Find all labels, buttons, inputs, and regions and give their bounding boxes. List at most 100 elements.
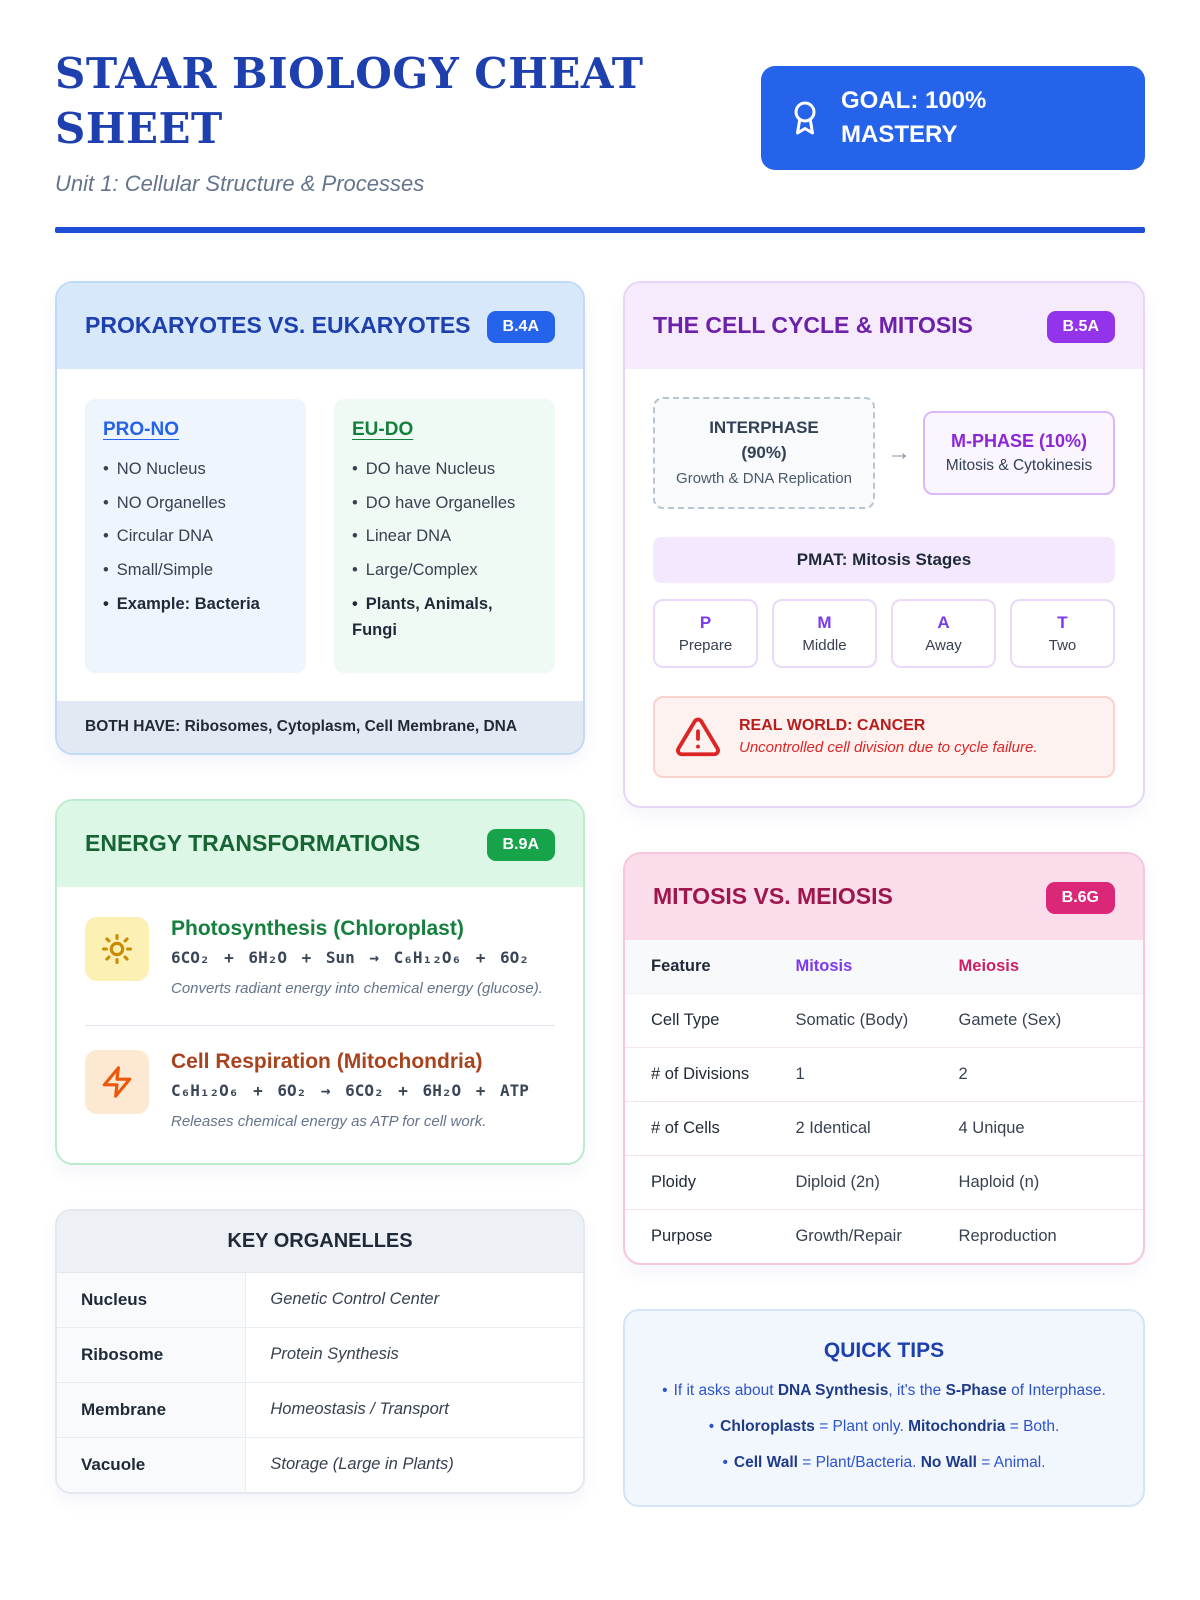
- list-item-text: NO Organelles: [116, 493, 226, 512]
- tip-text-bold: Mitochondria: [908, 1417, 1006, 1435]
- bullet: •: [103, 493, 109, 512]
- bullet: •: [722, 1453, 728, 1471]
- lightning-bolt-icon: [85, 1049, 149, 1114]
- list-item: • NO Organelles: [103, 490, 288, 517]
- stage-box: M Middle: [772, 598, 877, 668]
- warning-text: Uncontrolled cell division due to cycle …: [739, 739, 1038, 757]
- stage-word: Away: [925, 636, 962, 654]
- cell-cycle-body: INTERPHASE (90%) Growth & DNA Replicatio…: [625, 369, 1143, 806]
- bullet: •: [352, 594, 358, 613]
- list-item-text: Small/Simple: [116, 561, 214, 580]
- tip-text-bold: S-Phase: [945, 1381, 1007, 1399]
- organelle-name: Ribosome: [57, 1328, 247, 1383]
- interphase-box: INTERPHASE (90%) Growth & DNA Replicatio…: [653, 396, 875, 509]
- table-row: Vacuole Storage (Large in Plants): [57, 1438, 583, 1493]
- cell: Gamete (Sex): [958, 1010, 1062, 1029]
- table-row: Ribosome Protein Synthesis: [57, 1328, 583, 1384]
- cell: Haploid (n): [958, 1172, 1040, 1191]
- respiration-title: Cell Respiration (Mitochondria): [171, 1049, 483, 1073]
- table-row: Ploidy Diploid (2n) Haploid (n): [625, 1156, 1143, 1210]
- list-item: • Linear DNA: [352, 523, 537, 550]
- standard-badge: B.6G: [1045, 881, 1115, 914]
- list-item-text: Plants, Animals, Fungi: [352, 594, 493, 640]
- bullet: •: [662, 1381, 668, 1399]
- page-subtitle: Unit 1: Cellular Structure & Processes: [55, 170, 425, 196]
- list-item-text: DO have Organelles: [365, 493, 516, 512]
- header-divider: [55, 226, 1145, 233]
- card-title: THE CELL CYCLE & MITOSIS: [653, 311, 973, 338]
- section-divider: [85, 1024, 555, 1026]
- bullet: •: [708, 1417, 715, 1435]
- list-item-text: Example: Bacteria: [116, 594, 260, 613]
- tip-text: of Interphase.: [1006, 1381, 1106, 1399]
- comparison-columns: PRO-NO • NO Nucleus • NO Organelles • Circu…: [57, 369, 583, 701]
- bullet: •: [103, 527, 109, 546]
- organelle-function: Genetic Control Center: [270, 1290, 440, 1309]
- cell: 2 Identical: [795, 1118, 871, 1137]
- bullet: •: [103, 594, 109, 613]
- column-header: Mitosis: [795, 956, 853, 975]
- cell: 2: [958, 1064, 968, 1083]
- column-header: Meiosis: [958, 956, 1020, 975]
- list-item: • Example: Bacteria: [103, 591, 288, 618]
- organelle-name: Membrane: [57, 1383, 247, 1438]
- header-titles: STAAR BIOLOGY CHEAT SHEET Unit 1: Cellul…: [55, 46, 715, 197]
- bullet: •: [352, 459, 358, 478]
- cancer-warning-box: REAL WORLD: CANCER Uncontrolled cell div…: [653, 695, 1115, 778]
- pro-no-box: PRO-NO • NO Nucleus • NO Organelles • Circu…: [85, 398, 306, 674]
- tip-item: • Chloroplasts = Plant only. Mitochondria…: [655, 1415, 1113, 1439]
- photosynthesis-equation: 6CO₂ + 6H₂O + Sun → C₆H₁₂O₆ + 6O₂: [171, 948, 529, 968]
- cell: Purpose: [651, 1226, 713, 1245]
- photosynthesis-desc: Converts radiant energy into chemical en…: [171, 980, 543, 998]
- cell: Somatic (Body): [795, 1010, 909, 1029]
- photosynthesis-title: Photosynthesis (Chloroplast): [171, 917, 464, 941]
- goal-mastery-badge: GOAL: 100% MASTERY: [761, 66, 1145, 171]
- cell: # of Cells: [651, 1118, 720, 1137]
- list-item: • Circular DNA: [103, 523, 288, 550]
- photosynthesis-row: Photosynthesis (Chloroplast) 6CO₂ + 6H₂O…: [85, 917, 555, 1001]
- interphase-percent: (90%): [741, 442, 787, 462]
- pmat-stages: P Prepare M Middle A Away T: [653, 598, 1115, 668]
- bullet: •: [352, 493, 358, 512]
- tip-text: If it asks about: [673, 1381, 778, 1399]
- organelles-title: KEY ORGANELLES: [57, 1211, 583, 1274]
- goal-line-1: GOAL: 100%: [841, 87, 987, 114]
- bullet: •: [352, 527, 358, 546]
- list-item: • Large/Complex: [352, 557, 537, 584]
- table-row: Cell Type Somatic (Body) Gamete (Sex): [625, 994, 1143, 1048]
- stage-letter: P: [699, 612, 712, 632]
- respiration-desc: Releases chemical energy as ATP for cell…: [171, 1112, 487, 1130]
- list-item-text: Linear DNA: [365, 527, 452, 546]
- pmat-header: PMAT: Mitosis Stages: [653, 536, 1115, 583]
- stage-word: Middle: [802, 636, 847, 654]
- tip-text-bold: Cell Wall: [733, 1453, 798, 1471]
- list-item-text: DO have Nucleus: [365, 459, 496, 478]
- comparison-table: Feature Mitosis Meiosis Cell Type Somati…: [625, 939, 1143, 1263]
- standard-badge: B.5A: [1046, 310, 1115, 343]
- key-organelles-card: KEY ORGANELLES Nucleus Genetic Control C…: [55, 1209, 585, 1495]
- card-header: THE CELL CYCLE & MITOSIS B.5A: [625, 282, 1143, 369]
- bullet: •: [103, 459, 109, 478]
- card-header: PROKARYOTES VS. EUKARYOTES B.4A: [57, 282, 583, 369]
- list-item-text: Large/Complex: [365, 561, 478, 580]
- tip-text: = Plant/Bacteria.: [797, 1453, 921, 1471]
- pro-no-list: • NO Nucleus • NO Organelles • Circular DNA…: [103, 456, 288, 618]
- cell: Ploidy: [651, 1172, 696, 1191]
- organelle-name: Vacuole: [57, 1438, 247, 1493]
- bullet: •: [352, 561, 358, 580]
- both-have-footer: BOTH HAVE: Ribosomes, Cytoplasm, Cell Me…: [57, 701, 583, 754]
- alert-triangle-icon: [675, 714, 721, 760]
- goal-text: GOAL: 100% MASTERY: [841, 84, 986, 152]
- quick-tips-card: QUICK TIPS • If it asks about DNA Synthes…: [623, 1308, 1145, 1507]
- warning-title: REAL WORLD: CANCER: [739, 717, 926, 735]
- right-arrow-icon: →: [887, 438, 911, 466]
- standard-badge: B.4A: [486, 310, 555, 343]
- organelle-function: Storage (Large in Plants): [270, 1455, 454, 1474]
- eu-do-heading: EU-DO: [352, 418, 414, 440]
- tip-text-bold: DNA Synthesis: [777, 1381, 889, 1399]
- interphase-sub: Growth & DNA Replication: [676, 470, 852, 488]
- list-item: • Plants, Animals, Fungi: [352, 591, 537, 644]
- tip-text: = Plant only.: [814, 1417, 909, 1435]
- column-header: Feature: [651, 956, 711, 975]
